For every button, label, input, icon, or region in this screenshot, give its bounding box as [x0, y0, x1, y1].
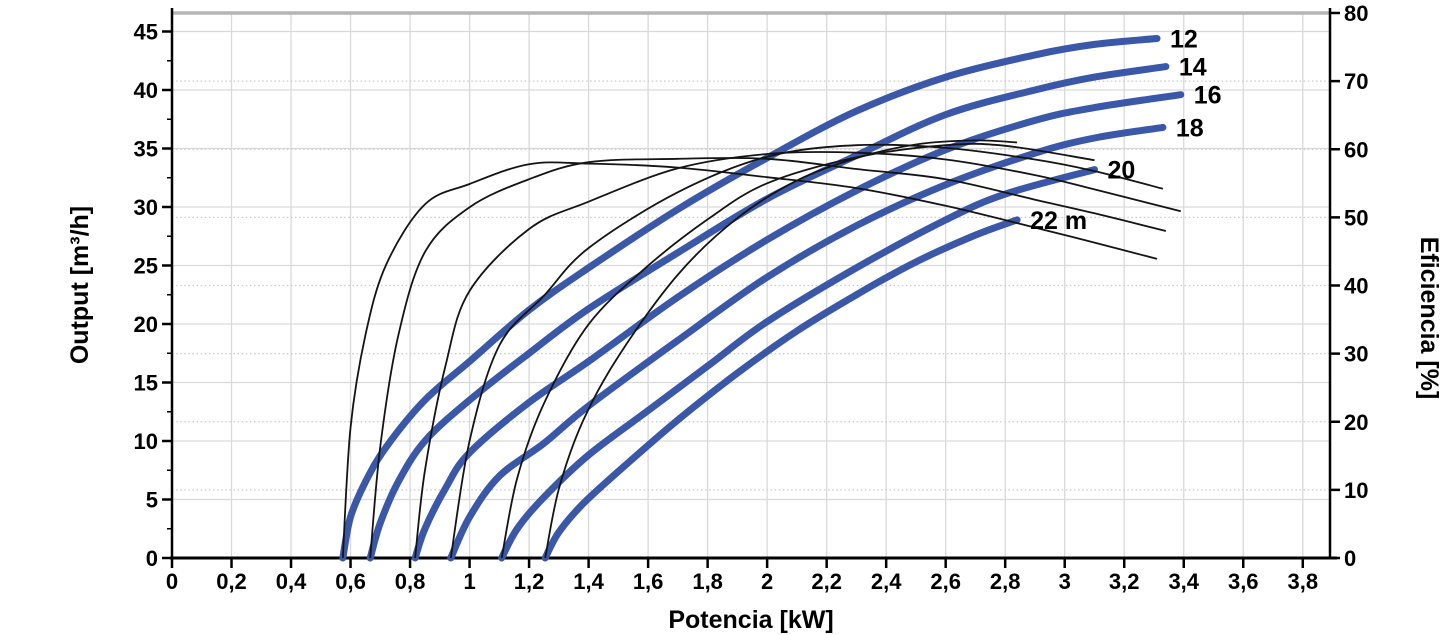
- x-tick-label: 3,2: [1109, 569, 1140, 594]
- left-tick-label: 35: [134, 137, 158, 162]
- efficiency-curve-12: [341, 161, 1158, 559]
- x-tick-label: 0: [166, 569, 178, 594]
- head-curve-22: [541, 216, 1021, 562]
- left-tick-label: 40: [134, 78, 158, 103]
- tick-label-layer: 0 0,2 0,4 0,6 0,8 1 1,2 1,4 1,6 1,8 2 2,2 2,4 2,6 2,8 3…: [134, 1, 1369, 594]
- curve-label-14: 14: [1179, 54, 1207, 82]
- x-tick-label: 3: [1059, 569, 1071, 594]
- x-tick-label: 3,4: [1168, 569, 1199, 594]
- right-tick-label: 0: [1344, 546, 1356, 571]
- curve-label-20: 20: [1107, 157, 1135, 185]
- x-axis-title: Potencia [kW]: [668, 606, 833, 634]
- left-tick-label: 30: [134, 195, 158, 220]
- x-tick-label: 0,8: [395, 569, 426, 594]
- efficiency-curve-14: [369, 156, 1167, 559]
- head-curve-12: [339, 35, 1161, 562]
- x-tick-label: 0,6: [335, 569, 366, 594]
- x-tick-label: 2,4: [871, 569, 902, 594]
- left-tick-label: 5: [146, 488, 158, 513]
- right-tick-label: 70: [1344, 69, 1368, 94]
- axes-layer: [162, 8, 1340, 568]
- x-tick-label: 0,2: [216, 569, 247, 594]
- right-tick-label: 60: [1344, 137, 1368, 162]
- x-tick-label: 1: [463, 569, 475, 594]
- right-tick-label: 30: [1344, 342, 1368, 367]
- head-curve-16: [411, 91, 1185, 562]
- right-tick-label: 50: [1344, 205, 1368, 230]
- right-tick-label: 10: [1344, 478, 1368, 503]
- right-axis-title: Eficiencia [%]: [1415, 237, 1443, 400]
- x-tick-label: 2,6: [930, 569, 961, 594]
- x-tick-label: 1,4: [573, 569, 604, 594]
- efficiency-curve-20: [500, 142, 1095, 559]
- curve-label-18: 18: [1176, 114, 1204, 142]
- right-tick-label: 20: [1344, 410, 1368, 435]
- left-tick-label: 0: [146, 546, 158, 571]
- head-curve-20: [498, 166, 1098, 562]
- x-tick-label: 2,2: [811, 569, 842, 594]
- head-curve-18: [447, 123, 1167, 562]
- x-tick-label: 0,4: [276, 569, 307, 594]
- x-tick-label: 1,8: [692, 569, 723, 594]
- x-tick-label: 3,8: [1287, 569, 1318, 594]
- curves-layer: [339, 35, 1185, 562]
- x-tick-label: 1,2: [514, 569, 545, 594]
- x-tick-label: 2: [761, 569, 773, 594]
- right-tick-label: 40: [1344, 274, 1368, 299]
- left-tick-label: 25: [134, 254, 158, 279]
- efficiency-curve-22: [544, 139, 1018, 559]
- curve-label-12: 12: [1170, 26, 1198, 54]
- left-axis-title: Output [m³/h]: [66, 206, 94, 364]
- head-curve-14: [366, 63, 1170, 562]
- curve-label-16: 16: [1194, 82, 1222, 110]
- left-tick-label: 45: [134, 20, 158, 45]
- x-tick-label: 1,6: [633, 569, 664, 594]
- left-tick-label: 15: [134, 371, 158, 396]
- left-tick-label: 10: [134, 429, 158, 454]
- efficiency-curve-18: [449, 143, 1164, 559]
- x-tick-label: 3,6: [1228, 569, 1259, 594]
- curve-label-22: 22 m: [1030, 207, 1087, 235]
- efficiency-curve-16: [414, 151, 1182, 559]
- x-tick-label: 2,8: [990, 569, 1021, 594]
- right-tick-label: 80: [1344, 1, 1368, 26]
- left-tick-label: 20: [134, 312, 158, 337]
